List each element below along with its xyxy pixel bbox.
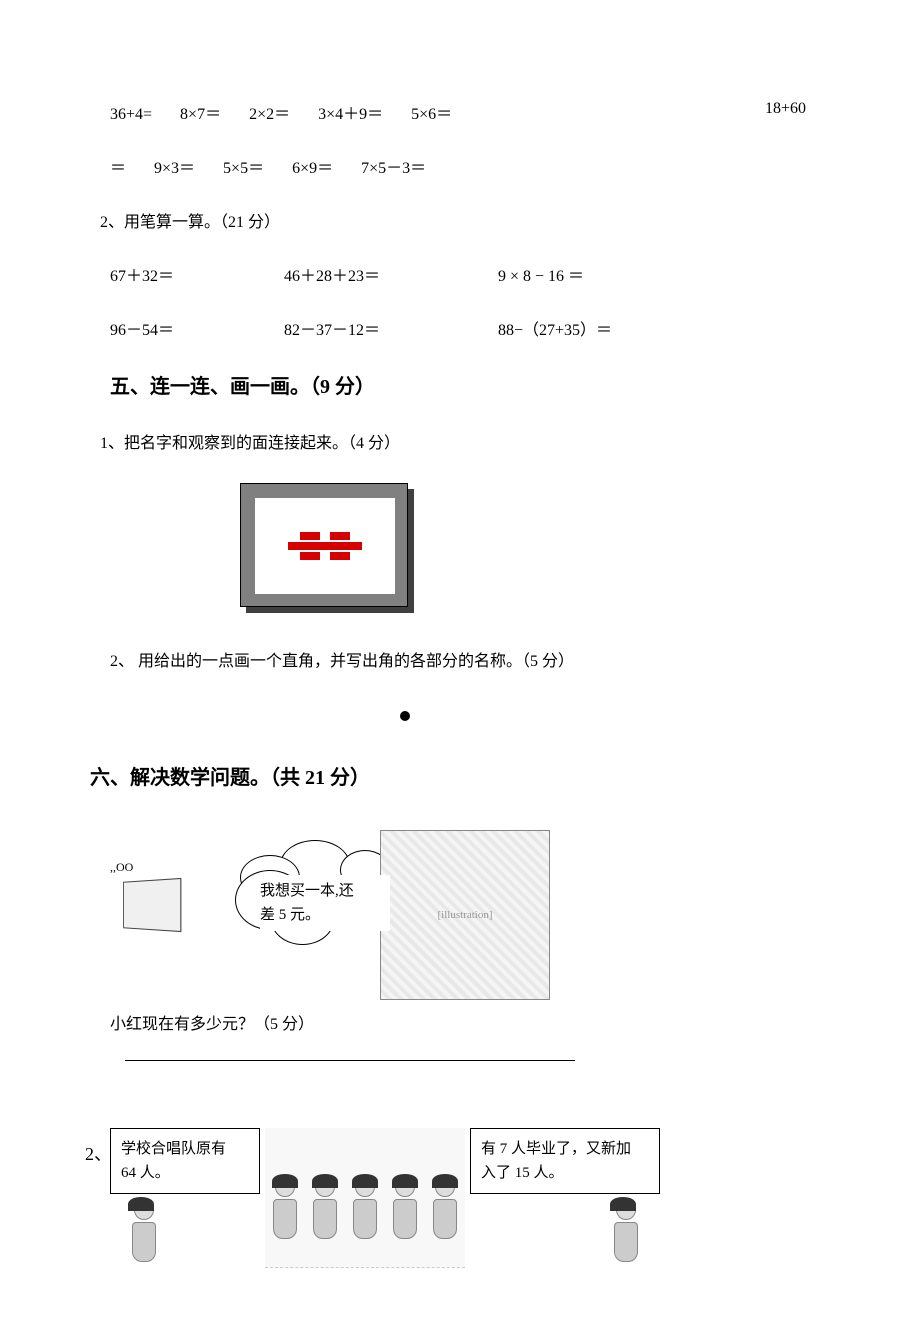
expr: 6×9＝: [292, 160, 333, 177]
girl-at-desk-image: [illustration]: [380, 830, 550, 1000]
problem-1-question: 小红现在有多少元？（5 分）: [110, 1010, 314, 1034]
vertex-dot: [400, 711, 410, 721]
picture-frame: [240, 483, 408, 607]
expr: 3×4＋9＝: [318, 106, 383, 123]
expr: 8×7＝: [180, 106, 221, 123]
calc-row-b: 96－54＝ 82－37－12＝ 88−（27+35）＝: [110, 316, 830, 340]
frame-outer: [240, 483, 408, 607]
expr: 7×5－3＝: [361, 160, 426, 177]
expr: 46＋28＋23＝: [284, 262, 494, 286]
section-5-header: 五、连一连、画一画。（9 分）: [110, 370, 830, 399]
book-image: ,,OO: [120, 880, 200, 950]
expr: 9 × 8 − 16 ＝: [498, 262, 584, 286]
choir-full-image: [90, 1160, 680, 1290]
calc-row-a: 67＋32＝ 46＋28＋23＝ 9 × 8 − 16 ＝: [110, 262, 830, 286]
expr: 2×2＝: [249, 106, 290, 123]
cloud-icon: 我想买一本,还 差 5 元。: [240, 840, 400, 960]
expr: 9×3＝: [154, 160, 195, 177]
q5-2-text: 2、 用给出的一点画一个直角，并写出角的各部分的名称。（5 分）: [110, 647, 830, 671]
red-shape-icon: [288, 532, 362, 560]
expr: 96－54＝: [110, 316, 280, 340]
section-6-header: 六、解决数学问题。（共 21 分）: [90, 761, 830, 790]
expr: 5×6＝: [411, 106, 452, 123]
arithmetic-row-2: ＝ 9×3＝ 5×5＝ 6×9＝ 7×5－3＝: [110, 154, 830, 178]
expr: 88−（27+35）＝: [498, 316, 612, 340]
expr: 18+60: [765, 100, 806, 118]
expr: 5×5＝: [223, 160, 264, 177]
expr: 82－37－12＝: [284, 316, 494, 340]
expr-prefix: ＝: [110, 160, 126, 177]
bubble-text: 我想买一本,还 差 5 元。: [260, 875, 390, 931]
problem-1: ,,OO 我想买一本,还 差 5 元。: [90, 800, 830, 1070]
problem-2: 2、 学校合唱队原有 64 人。 有 7 人毕业了，又新加 入了 15 人。: [90, 1110, 830, 1290]
frame-inner: [255, 498, 395, 594]
arithmetic-row-1: 36+4= 8×7＝ 2×2＝ 3×4＋9＝ 5×6＝ 18+60: [110, 100, 830, 124]
q5-1-text: 1、把名字和观察到的面连接起来。（4 分）: [100, 429, 830, 453]
section-2-header: 2、用笔算一算。（21 分）: [100, 208, 830, 232]
answer-line: [125, 1060, 575, 1061]
expr: 36+4=: [110, 106, 152, 123]
expr: 67＋32＝: [110, 262, 280, 286]
